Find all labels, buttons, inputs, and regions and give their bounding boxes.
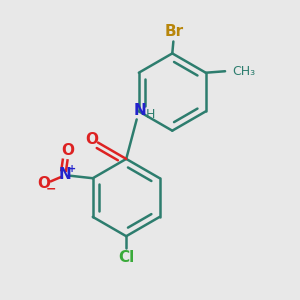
Text: O: O xyxy=(61,143,74,158)
Text: N: N xyxy=(58,167,71,182)
Text: O: O xyxy=(37,176,50,191)
Text: O: O xyxy=(85,131,98,146)
Text: Br: Br xyxy=(164,24,183,39)
Text: CH₃: CH₃ xyxy=(232,65,256,78)
Text: H: H xyxy=(146,108,155,122)
Text: +: + xyxy=(68,164,76,174)
Text: −: − xyxy=(46,183,56,196)
Text: Cl: Cl xyxy=(118,250,134,266)
Text: N: N xyxy=(134,103,146,118)
